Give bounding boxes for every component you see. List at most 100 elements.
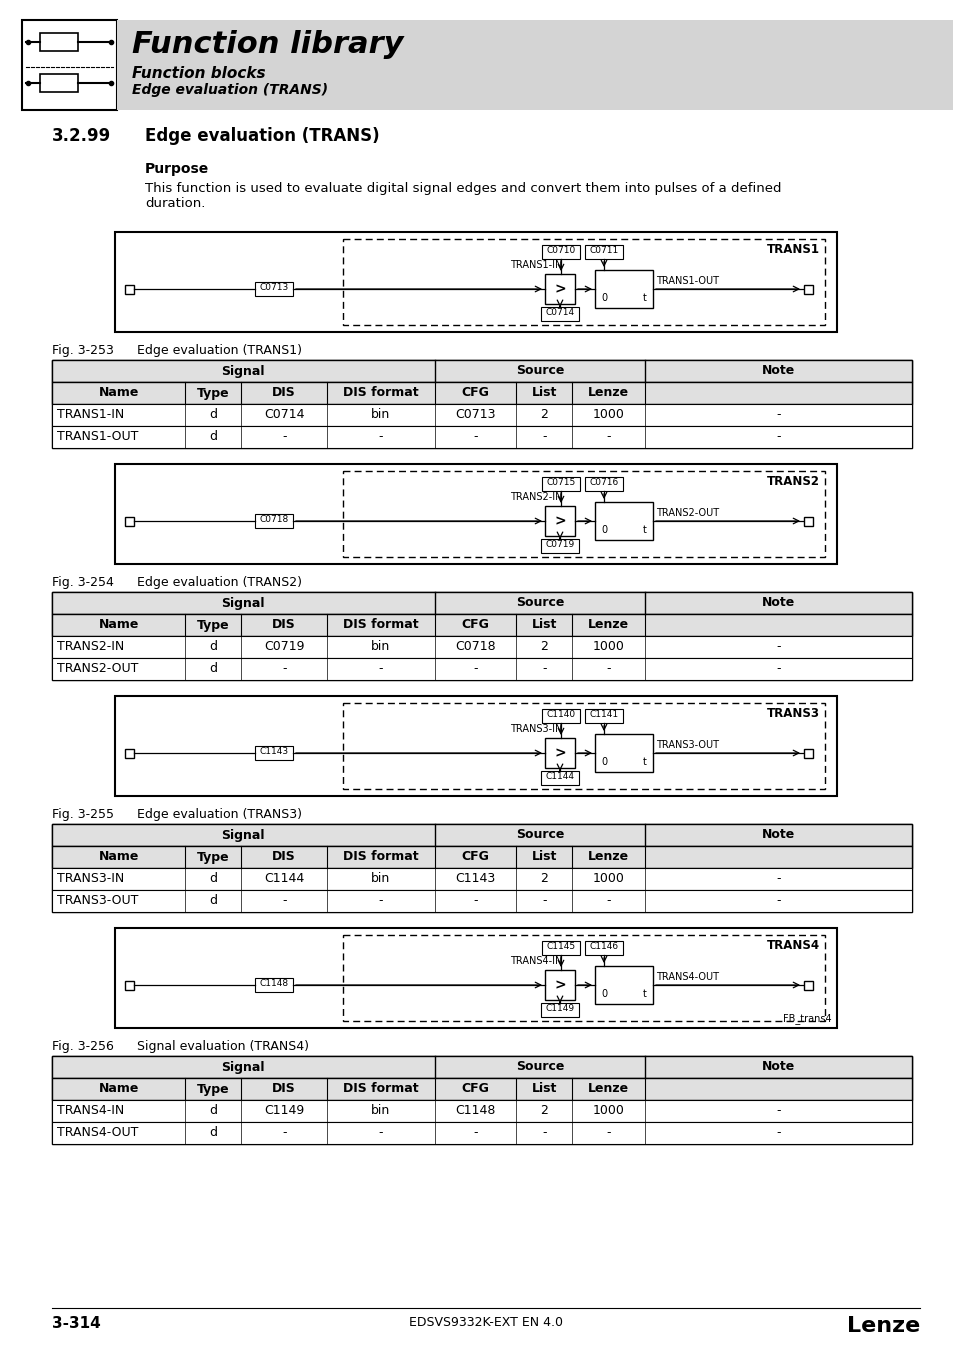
Text: Edge evaluation (TRANS1): Edge evaluation (TRANS1) [137,344,302,356]
Bar [52,868,911,890]
Text: -: - [473,1126,477,1139]
Text: -: - [473,895,477,907]
Text: 0: 0 [600,525,606,535]
Bar [115,697,836,796]
Text: C1146: C1146 [589,942,618,950]
Text: 3.2.99: 3.2.99 [52,127,112,144]
Text: Lenze: Lenze [588,850,629,864]
Text: d: d [209,895,217,907]
Bar [52,360,911,382]
Text: -: - [776,663,781,675]
Text: C1143: C1143 [259,747,288,756]
Text: C1149: C1149 [264,1104,304,1118]
Bar [540,771,578,784]
Text: Edge evaluation (TRANS): Edge evaluation (TRANS) [132,82,328,97]
Text: Signal: Signal [221,829,265,841]
Text: d: d [209,663,217,675]
Bar [540,539,578,553]
Bar [125,980,133,990]
Text: bin: bin [371,409,390,421]
Text: d: d [209,1104,217,1118]
Text: -: - [541,1126,546,1139]
Text: Lenze: Lenze [846,1316,919,1336]
Text: TRANS3-OUT: TRANS3-OUT [57,895,138,907]
Text: TRANS2-IN: TRANS2-IN [510,491,562,502]
Text: CFG: CFG [461,618,489,632]
Text: List: List [531,850,557,864]
Bar [803,517,812,525]
Text: -: - [282,1126,286,1139]
Text: Lenze: Lenze [588,386,629,400]
Text: Purpose: Purpose [145,162,209,176]
Text: C0715: C0715 [546,478,575,487]
Bar [584,709,622,724]
Text: TRANS3-IN: TRANS3-IN [57,872,124,886]
Text: C1148: C1148 [259,979,288,988]
Text: Lenze: Lenze [588,618,629,632]
Text: TRANS4-OUT: TRANS4-OUT [656,972,719,981]
Text: DIS: DIS [272,386,295,400]
Text: Note: Note [761,829,795,841]
Text: >: > [554,977,565,992]
Text: C1145: C1145 [546,942,575,950]
Text: DIS format: DIS format [343,850,418,864]
Text: 2: 2 [539,409,548,421]
Text: C1149: C1149 [545,1004,574,1012]
Text: Edge evaluation (TRANS3): Edge evaluation (TRANS3) [137,809,302,821]
Text: C0718: C0718 [455,640,496,653]
Text: -: - [606,431,611,444]
Text: -: - [776,895,781,907]
Bar [540,1003,578,1017]
Text: Type: Type [196,1083,230,1095]
Text: Note: Note [761,1061,795,1073]
Text: EDSVS9332K-EXT EN 4.0: EDSVS9332K-EXT EN 4.0 [409,1316,562,1328]
Text: TRANS3-IN: TRANS3-IN [510,724,561,734]
Bar [52,593,911,680]
Text: >: > [554,747,565,760]
Text: t: t [642,293,646,302]
Text: 2: 2 [539,640,548,653]
Text: Signal: Signal [221,1061,265,1073]
Text: t: t [642,757,646,767]
Bar [52,1056,911,1079]
Text: C1140: C1140 [546,710,575,720]
Text: This function is used to evaluate digital signal edges and convert them into pul: This function is used to evaluate digita… [145,182,781,211]
Text: -: - [282,895,286,907]
Text: bin: bin [371,640,390,653]
Text: t: t [642,525,646,535]
Bar [254,282,293,296]
Text: -: - [473,663,477,675]
Text: 1000: 1000 [593,872,624,886]
Text: Source: Source [516,364,563,378]
Bar [343,239,824,325]
Text: TRANS1-IN: TRANS1-IN [57,409,124,421]
Text: TRANS4-IN: TRANS4-IN [57,1104,124,1118]
Bar [125,517,133,525]
Bar [343,471,824,558]
Text: -: - [606,1126,611,1139]
Text: >: > [554,282,565,296]
Bar [115,464,836,564]
Text: C0718: C0718 [259,514,289,524]
Text: Signal: Signal [221,597,265,609]
Bar [52,382,911,404]
Text: -: - [282,663,286,675]
Text: 1000: 1000 [593,640,624,653]
Bar [544,738,575,768]
Bar [544,506,575,536]
Text: -: - [541,663,546,675]
Bar [584,941,622,954]
Bar [52,1056,911,1143]
Bar [125,285,133,293]
Bar [584,244,622,259]
Text: Fig. 3-255: Fig. 3-255 [52,809,113,821]
Bar [52,1079,911,1100]
Bar [803,748,812,757]
Text: Source: Source [516,597,563,609]
Text: C0713: C0713 [455,409,496,421]
Text: -: - [606,895,611,907]
Text: List: List [531,386,557,400]
Bar [125,748,133,757]
Text: Name: Name [98,386,139,400]
Text: bin: bin [371,1104,390,1118]
